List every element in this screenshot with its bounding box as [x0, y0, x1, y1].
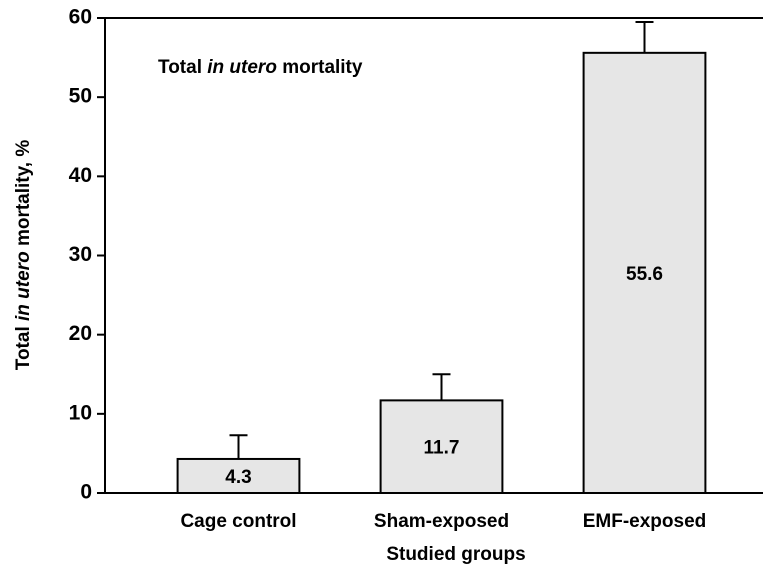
- x-tick-label: EMF-exposed: [583, 511, 707, 532]
- chart-title: Total in utero mortality: [158, 57, 363, 78]
- y-tick-label: 30: [69, 243, 92, 266]
- title-part: Total: [158, 57, 207, 78]
- bar: [176, 457, 301, 495]
- value-label: 55.6: [626, 264, 663, 285]
- x-tick-label: Sham-exposed: [374, 511, 509, 532]
- y-tick-label: 20: [69, 322, 92, 345]
- y-tick-label: 10: [69, 401, 92, 424]
- y-tick-label: 50: [69, 85, 92, 108]
- ylabel-part: Total: [13, 321, 34, 370]
- ylabel-part: mortality, %: [13, 140, 34, 252]
- ylabel-part: in utero: [13, 251, 34, 321]
- title-part: mortality: [277, 57, 363, 78]
- bar: [379, 399, 504, 494]
- value-label: 4.3: [225, 467, 251, 488]
- y-tick-label: 40: [69, 164, 92, 187]
- bar: [582, 51, 707, 494]
- y-tick-label: 60: [69, 6, 92, 29]
- value-label: 11.7: [424, 438, 460, 459]
- title-part: in utero: [207, 57, 277, 78]
- y-axis-label: Total in utero mortality, %: [13, 140, 34, 371]
- x-tick-label: Cage control: [180, 511, 296, 532]
- y-tick-label: 0: [80, 481, 92, 504]
- x-axis-label: Studied groups: [386, 544, 525, 565]
